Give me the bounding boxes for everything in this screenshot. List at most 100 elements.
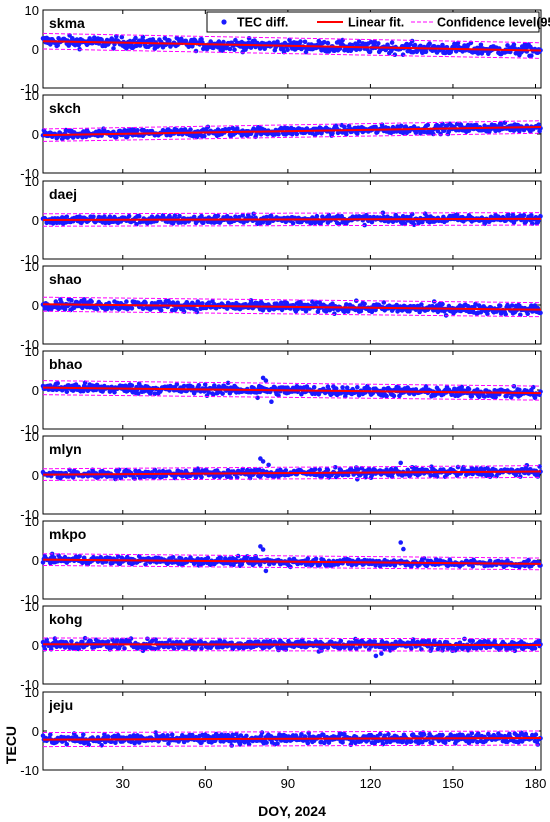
data-point [129, 306, 135, 311]
data-point [325, 467, 331, 473]
data-point [199, 646, 204, 651]
data-point [475, 51, 481, 56]
data-point [260, 459, 266, 464]
data-point [498, 122, 504, 127]
data-point [145, 636, 150, 642]
y-tick-label: 10 [25, 174, 39, 189]
data-point [538, 310, 543, 316]
station-label: daej [49, 186, 77, 202]
data-point [384, 393, 389, 399]
data-point [354, 47, 359, 52]
data-point [376, 41, 381, 46]
data-point [264, 214, 269, 220]
y-tick-label: 0 [32, 468, 39, 483]
data-point [266, 462, 271, 468]
data-point [129, 383, 135, 388]
data-point [134, 221, 139, 227]
data-point [205, 555, 211, 561]
data-point [440, 42, 445, 48]
data-point [126, 213, 132, 219]
data-point [427, 41, 432, 46]
data-point [251, 211, 256, 217]
data-point [255, 395, 260, 401]
y-tick-label: 0 [32, 298, 39, 313]
data-point [220, 48, 225, 53]
data-point [369, 219, 375, 225]
y-tick-label: 0 [32, 638, 39, 653]
data-point [196, 383, 202, 388]
data-point [263, 568, 269, 574]
data-point [511, 42, 517, 47]
confidence-line [42, 32, 542, 44]
data-point [194, 309, 200, 315]
confidence-line [42, 132, 542, 142]
data-point [215, 45, 221, 50]
data-point [398, 540, 404, 545]
data-point [69, 639, 74, 644]
data-point [338, 638, 344, 644]
data-point [418, 43, 423, 49]
station-label: skma [49, 15, 85, 31]
data-point [313, 556, 319, 562]
data-point [529, 53, 534, 58]
data-point [135, 128, 140, 133]
data-point [377, 731, 383, 737]
data-point [391, 393, 397, 399]
data-point [379, 651, 384, 656]
y-tick-label: 0 [32, 553, 39, 568]
data-point [133, 35, 138, 41]
data-point [521, 212, 527, 218]
data-point [246, 36, 252, 41]
data-point [517, 387, 522, 393]
data-point [305, 556, 311, 561]
data-point [322, 39, 327, 45]
data-point [140, 34, 146, 40]
data-point [393, 212, 399, 218]
data-point [150, 37, 156, 42]
data-point [435, 128, 441, 134]
data-point [119, 34, 125, 40]
data-point [105, 734, 111, 739]
data-point [294, 131, 300, 137]
data-point [364, 212, 369, 218]
data-point [102, 214, 107, 219]
data-point [188, 127, 193, 132]
confidence-line [42, 120, 542, 130]
data-point [355, 131, 360, 136]
data-point [202, 133, 207, 139]
y-tick-label: 10 [25, 3, 39, 18]
data-point [218, 555, 223, 560]
linear-fit-line [42, 643, 542, 646]
y-tick-label: 0 [32, 127, 39, 142]
y-tick-label: -10 [20, 763, 39, 778]
data-point [470, 563, 476, 569]
data-point [290, 220, 296, 226]
data-point [244, 733, 249, 739]
data-point [91, 214, 96, 220]
station-label: skch [49, 100, 81, 116]
data-point [389, 40, 395, 45]
data-point [288, 564, 293, 570]
data-point [325, 40, 331, 46]
data-point [342, 124, 347, 130]
data-point [398, 123, 404, 129]
data-point [232, 47, 237, 52]
data-point [177, 213, 182, 219]
data-point [344, 131, 349, 137]
linear-fit-line [42, 217, 542, 221]
data-point [285, 47, 290, 53]
data-point [518, 474, 523, 479]
data-point [362, 301, 367, 307]
data-point [332, 311, 337, 317]
data-point [137, 43, 143, 48]
data-point [83, 134, 89, 140]
data-point [199, 213, 204, 219]
data-point [105, 639, 111, 644]
data-point [229, 743, 234, 748]
y-tick-label: 10 [25, 514, 39, 529]
